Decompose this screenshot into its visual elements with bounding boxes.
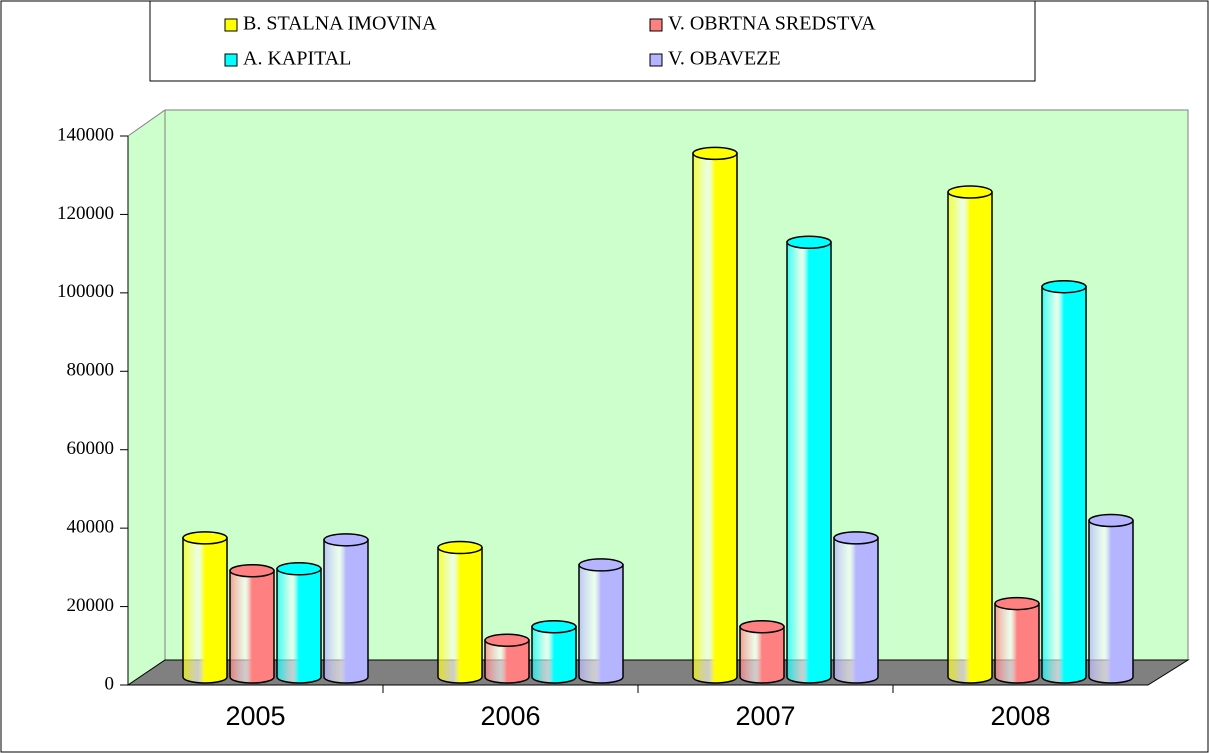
- bar: [786, 235, 832, 684]
- bar: [833, 531, 879, 684]
- x-tick-label: 2007: [735, 701, 795, 731]
- bar: [531, 620, 577, 684]
- bar: [692, 146, 738, 684]
- legend-label: B. STALNA IMOVINA: [243, 13, 437, 35]
- legend-swatch: [649, 18, 663, 32]
- bar: [276, 562, 322, 684]
- bar: [947, 185, 993, 684]
- legend-swatch: [649, 53, 663, 67]
- legend-swatch: [224, 53, 238, 67]
- bar: [578, 558, 624, 684]
- legend-label: A. KAPITAL: [243, 48, 351, 70]
- bar: [1041, 279, 1087, 684]
- y-tick-label: 40000: [67, 517, 115, 538]
- y-tick-label: 20000: [67, 595, 115, 616]
- y-tick-label: 140000: [57, 124, 114, 145]
- legend-label: V. OBRTNA SREDSTVA: [668, 13, 876, 35]
- legend-box: [149, 0, 1036, 82]
- y-tick-label: 60000: [67, 438, 115, 459]
- bar: [994, 596, 1040, 684]
- y-tick-label: 80000: [67, 360, 115, 381]
- bar: [484, 633, 530, 684]
- bar: [1088, 513, 1134, 684]
- bar: [739, 620, 785, 684]
- legend-swatch: [224, 18, 238, 32]
- x-tick-label: 2008: [990, 701, 1050, 731]
- y-tick-label: 120000: [57, 203, 114, 224]
- bar: [229, 563, 275, 684]
- bar: [323, 533, 369, 684]
- x-tick-label: 2006: [480, 701, 540, 731]
- y-tick-label: 0: [105, 673, 115, 694]
- y-tick-label: 100000: [57, 281, 114, 302]
- x-tick-label: 2005: [225, 701, 285, 731]
- bar: [437, 540, 483, 684]
- legend-label: V. OBAVEZE: [668, 48, 781, 70]
- bar: [182, 531, 228, 684]
